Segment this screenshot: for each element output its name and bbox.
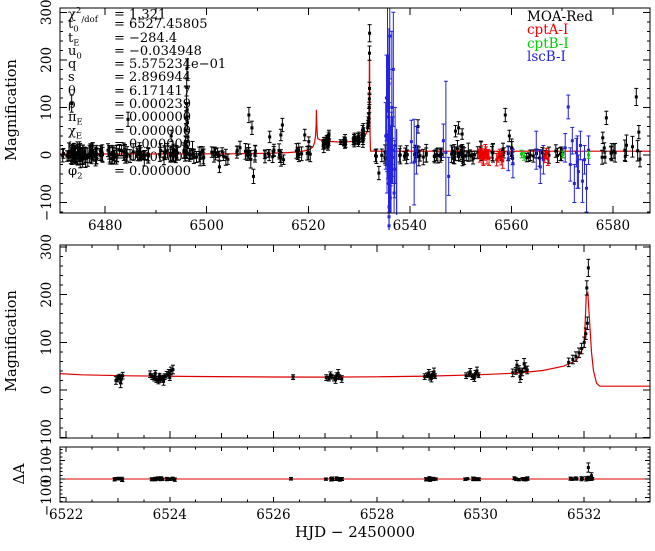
series-cpta bbox=[476, 144, 550, 169]
y-tick-label: −100 bbox=[39, 479, 55, 516]
equals-sign: = bbox=[114, 97, 125, 113]
param-value: 6.171417 bbox=[129, 83, 192, 99]
legend-item-lscb-i: lscB-I bbox=[527, 49, 566, 66]
param-symbol: χ2/dof bbox=[68, 6, 98, 25]
param-row: t0 = 6527.45805 bbox=[68, 17, 226, 35]
y-tick-label: 100 bbox=[39, 95, 55, 121]
y-tick-label: 100 bbox=[39, 329, 55, 355]
param-row: tE = −284.4 bbox=[68, 30, 226, 48]
param-row: χE = 0.000000 bbox=[68, 123, 226, 141]
equals-sign: = bbox=[114, 57, 125, 73]
legend-item-moa-red: MOA-Red bbox=[527, 9, 593, 25]
param-value: −284.4 bbox=[129, 30, 178, 46]
param-row: φ2 = 0.000000 bbox=[68, 163, 226, 181]
param-row: πE = 0.000000 bbox=[68, 110, 226, 128]
param-symbol: s bbox=[68, 70, 75, 86]
x-tick-label: 6560 bbox=[494, 218, 528, 234]
series-moa-event bbox=[113, 258, 591, 389]
x-tick-label: 6522 bbox=[49, 507, 83, 523]
param-row: s = 2.896944 bbox=[68, 70, 226, 86]
legend-item-cpta-i: cptA-I bbox=[527, 22, 569, 39]
equals-sign: = bbox=[114, 43, 125, 59]
series-moa-outliers bbox=[69, 58, 641, 185]
param-row: u0 = −0.034948 bbox=[68, 43, 226, 62]
param-symbol: φ2 bbox=[68, 163, 83, 182]
y-tick-label: −100 bbox=[39, 184, 55, 221]
lscb-giant-errorbars bbox=[387, 27, 398, 231]
x-axis-title: HJD − 2450000 bbox=[294, 523, 416, 541]
param-symbol: θ bbox=[68, 83, 76, 99]
x-tick-label: 6540 bbox=[393, 218, 427, 234]
param-value: 0.000239 bbox=[129, 97, 192, 113]
legend-item-cptb-i: cptB-I bbox=[527, 35, 569, 52]
equals-sign: = bbox=[114, 30, 125, 46]
y-tick-label: 200 bbox=[39, 282, 55, 308]
param-value: 2.896944 bbox=[129, 70, 192, 86]
param-value: 1.321 bbox=[129, 7, 167, 23]
param-value: 0.000000 bbox=[129, 123, 192, 139]
y-tick-label: 0 bbox=[39, 151, 55, 160]
y-tick-label: 0 bbox=[39, 386, 55, 395]
x-tick-label: 6532 bbox=[567, 507, 601, 523]
x-tick-label: 6524 bbox=[153, 507, 187, 523]
equals-sign: = bbox=[114, 163, 125, 179]
y-tick-label: 100 bbox=[39, 448, 55, 474]
y-tick-label: 200 bbox=[39, 47, 55, 73]
equals-sign: = bbox=[114, 17, 125, 33]
x-tick-label: 6500 bbox=[190, 218, 224, 234]
param-value: −0.034948 bbox=[129, 43, 202, 59]
param-symbol: tE bbox=[68, 30, 80, 49]
model-curve bbox=[60, 291, 650, 387]
param-row: χ2/dof = 1.321 bbox=[68, 5, 226, 25]
resid-panel-data bbox=[60, 462, 650, 483]
param-symbol: t0 bbox=[68, 17, 79, 35]
param-row: θ = 6.171417 bbox=[68, 83, 226, 99]
equals-sign: = bbox=[114, 7, 125, 23]
param-value: 5.575234e−01 bbox=[129, 57, 227, 73]
param-symbol: πE bbox=[68, 110, 83, 128]
param-value: 0.000000 bbox=[129, 163, 192, 179]
param-symbol: u0 bbox=[68, 43, 82, 62]
equals-sign: = bbox=[114, 110, 125, 126]
x-tick-label: 6530 bbox=[463, 507, 497, 523]
top-panel-data bbox=[60, 8, 650, 213]
x-tick-label: 6580 bbox=[596, 218, 630, 234]
y-tick-label: 300 bbox=[39, 234, 55, 260]
equals-sign: = bbox=[114, 83, 125, 99]
y-tick-label: −100 bbox=[39, 419, 55, 456]
equals-sign: = bbox=[114, 123, 125, 139]
param-symbol: χE bbox=[68, 123, 83, 142]
y-tick-label: 0 bbox=[39, 475, 55, 484]
x-tick-label: 6520 bbox=[291, 218, 325, 234]
equals-sign: = bbox=[114, 150, 125, 166]
main-panel-axes: −100 0 100 200 300 bbox=[39, 234, 651, 456]
series-moa-baseline bbox=[60, 134, 642, 169]
legend: MOA-Red cptA-I cptB-I lscB-I bbox=[527, 9, 593, 66]
x-tick-label: 6528 bbox=[360, 507, 394, 523]
param-symbol: q bbox=[68, 57, 77, 73]
series-cptb bbox=[519, 149, 591, 161]
param-value: 6527.45805 bbox=[129, 17, 208, 33]
param-row: q = 5.575234e−01 bbox=[68, 57, 227, 73]
param-value: 0.000000 bbox=[129, 110, 192, 126]
series-lscb bbox=[383, 8, 591, 213]
equals-sign: = bbox=[114, 70, 125, 86]
y-tick-label: 300 bbox=[39, 0, 55, 25]
x-tick-label: 6526 bbox=[256, 507, 290, 523]
main-panel-data bbox=[60, 258, 650, 389]
top-panel-axes: 6480 6500 6520 6540 6560 6580 −100 0 100 200 300 bbox=[39, 0, 651, 234]
series-residual-outliers bbox=[586, 462, 594, 480]
series-moa-event bbox=[321, 24, 372, 154]
x-tick-label: 6480 bbox=[88, 218, 122, 234]
